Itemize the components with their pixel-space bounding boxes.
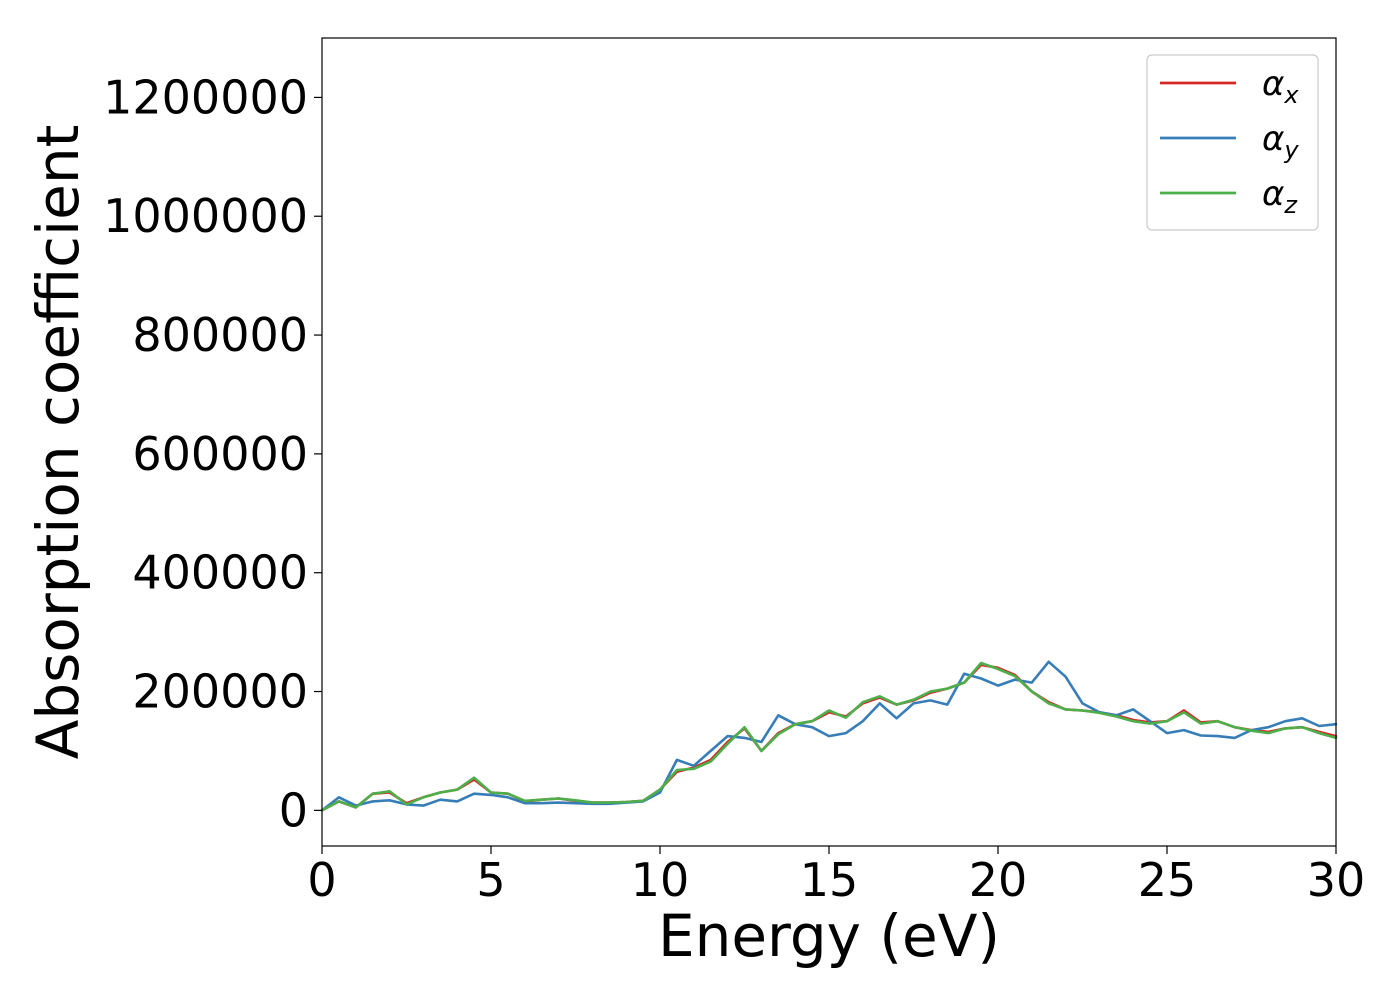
legend-label-subscript: z (1283, 191, 1298, 219)
y-tick-label: 200000 (132, 665, 308, 719)
x-tick-label: 0 (307, 853, 336, 907)
y-tick-label: 1200000 (103, 70, 308, 124)
legend-label-base: α (1262, 119, 1284, 159)
series-layer (320, 660, 1338, 812)
legend-label-base: α (1262, 64, 1284, 104)
x-axis: 0 5 10 15 20 25 30 (307, 846, 1365, 907)
x-tick-label: 15 (800, 853, 859, 907)
y-tick-label: 400000 (132, 546, 308, 600)
x-tick-label: 20 (969, 853, 1028, 907)
legend-box (1146, 54, 1319, 231)
y-tick-label: 800000 (132, 308, 308, 362)
x-tick-label: 30 (1307, 853, 1366, 907)
y-tick-label: 1000000 (103, 189, 308, 243)
x-tick-label: 10 (631, 853, 690, 907)
legend-label-y: αy (1262, 119, 1299, 164)
y-axis-title: Absorption coefficient (24, 125, 92, 760)
legend-label-subscript: x (1283, 81, 1299, 109)
series-line-z (320, 661, 1338, 812)
x-tick-label: 5 (476, 853, 505, 907)
legend-label-z: αz (1262, 174, 1298, 219)
x-tick-label: 25 (1138, 853, 1197, 907)
legend-label-base: α (1262, 174, 1284, 214)
x-axis-title: Energy (eV) (658, 902, 1000, 970)
legend-label-x: αx (1262, 64, 1299, 109)
y-axis: 0 200000 400000 600000 800000 1000000 1200000 (103, 70, 322, 837)
y-tick-label: 600000 (132, 427, 308, 481)
series-line-y (320, 660, 1338, 812)
y-tick-label: 0 (279, 783, 308, 837)
legend-label-subscript: y (1283, 136, 1299, 164)
